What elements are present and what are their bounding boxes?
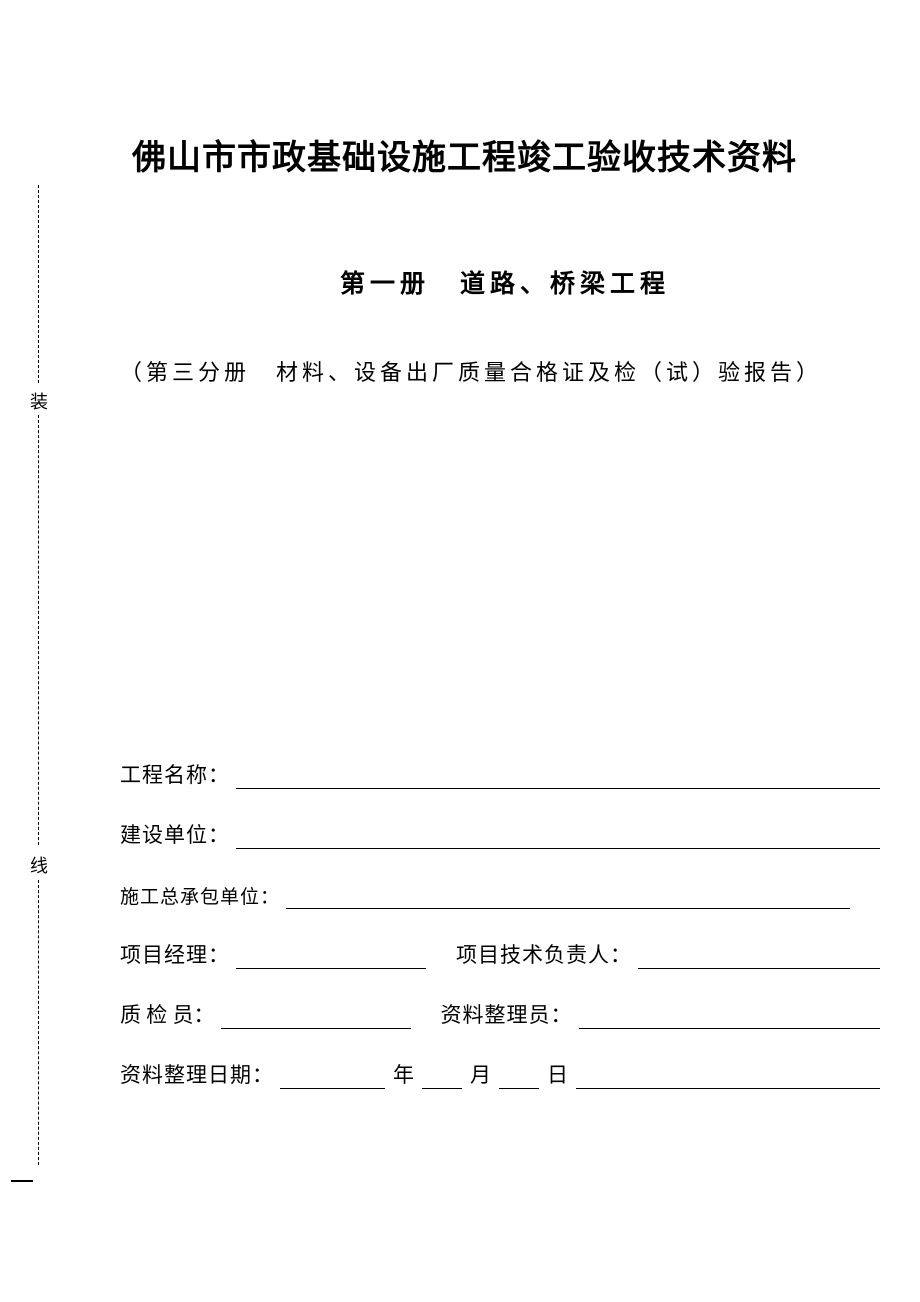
- sub-volume-title: （第三分册 材料、设备出厂质量合格证及检（试）验报告）: [120, 355, 910, 387]
- inspector-label: 质 检 员：: [120, 999, 215, 1029]
- binding-dash-line: [38, 880, 39, 1165]
- contractor-underline: [286, 885, 850, 909]
- project-name-underline: [236, 765, 880, 789]
- form-row-project-name: 工程名称：: [120, 757, 880, 789]
- project-manager-underline: [236, 945, 426, 969]
- form-section: 工程名称： 建设单位： 施工总承包单位： 项目经理： 项目技术负责人： 质 检 …: [120, 757, 880, 1089]
- construction-unit-label: 建设单位：: [120, 819, 230, 849]
- inspector-underline: [221, 1005, 411, 1029]
- contractor-label: 施工总承包单位：: [120, 882, 280, 909]
- tech-lead-label: 项目技术负责人：: [456, 939, 632, 969]
- binding-char-zhuang: 装: [29, 388, 49, 414]
- organizer-underline: [579, 1005, 881, 1029]
- year-char: 年: [393, 1059, 414, 1089]
- form-row-manager-techlead: 项目经理： 项目技术负责人：: [120, 937, 880, 969]
- form-row-contractor: 施工总承包单位：: [120, 877, 880, 909]
- project-manager-label: 项目经理：: [120, 939, 230, 969]
- document-content: 佛山市市政基础设施工程竣工验收技术资料 第一册 道路、桥梁工程 （第三分册 材料…: [120, 130, 890, 1089]
- month-underline: [422, 1065, 462, 1089]
- binding-margin: 装 线: [28, 185, 48, 1195]
- construction-unit-underline: [236, 825, 880, 849]
- volume-title: 第一册 道路、桥梁工程: [120, 264, 890, 300]
- form-row-construction-unit: 建设单位：: [120, 817, 880, 849]
- main-title: 佛山市市政基础设施工程竣工验收技术资料: [132, 130, 890, 179]
- date-tail-underline: [576, 1065, 880, 1089]
- tech-lead-underline: [638, 945, 880, 969]
- month-char: 月: [470, 1059, 491, 1089]
- binding-char-xian: 线: [29, 852, 49, 878]
- binding-dash-line: [38, 185, 39, 383]
- organizer-label: 资料整理员：: [441, 999, 573, 1029]
- project-name-label: 工程名称：: [120, 759, 230, 789]
- corner-mark: [11, 1180, 33, 1182]
- binding-dash-line: [38, 415, 39, 845]
- day-char: 日: [547, 1059, 568, 1089]
- form-row-date: 资料整理日期： 年 月 日: [120, 1057, 880, 1089]
- year-underline: [280, 1065, 385, 1089]
- day-underline: [499, 1065, 539, 1089]
- form-row-inspector-organizer: 质 检 员： 资料整理员：: [120, 997, 880, 1029]
- date-label: 资料整理日期：: [120, 1059, 274, 1089]
